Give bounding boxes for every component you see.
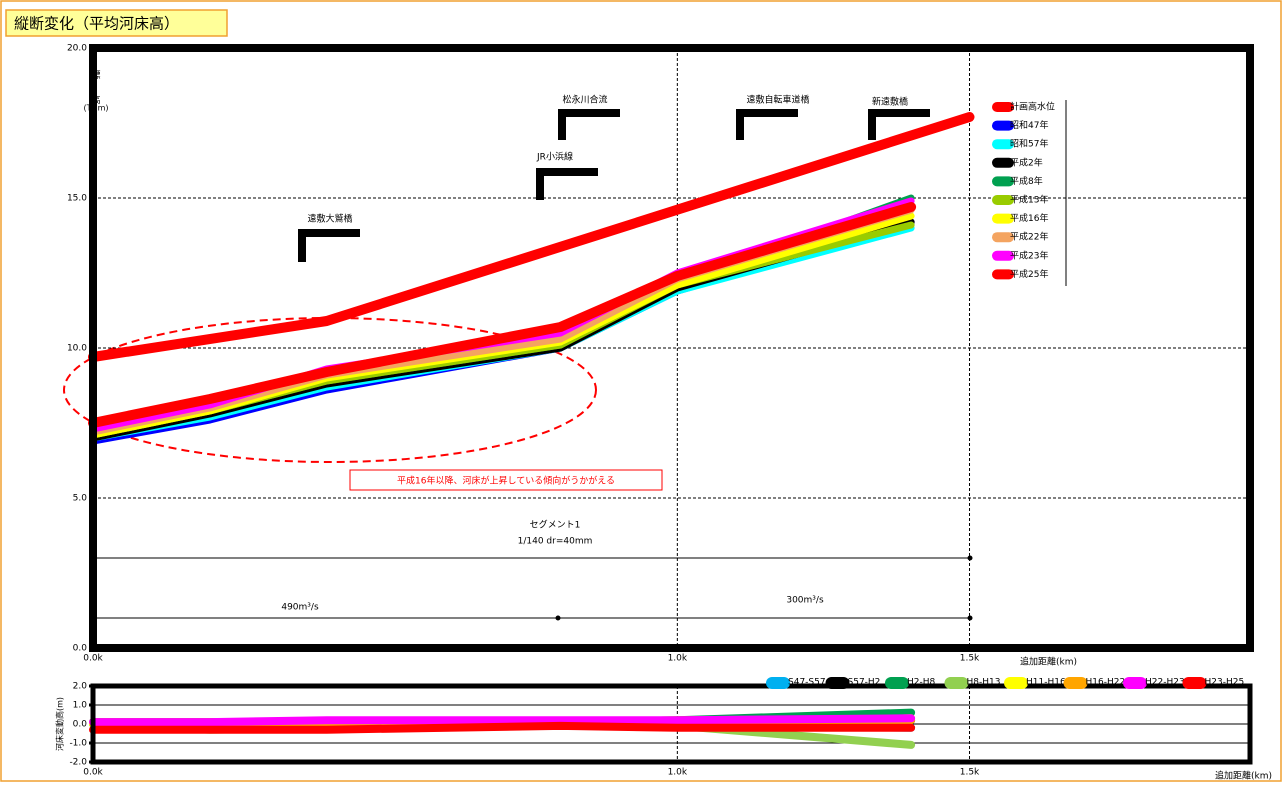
legend-label: 平成25年 bbox=[1010, 268, 1048, 280]
note-box bbox=[349, 469, 663, 491]
legend-marker bbox=[992, 232, 1014, 243]
annotation: セグメント1 bbox=[530, 519, 581, 531]
y-axis-label: 河床変動高(m) bbox=[55, 697, 65, 751]
bridge-mark bbox=[558, 109, 620, 140]
x-axis-label: 追加距離(km) bbox=[1020, 656, 1077, 668]
y-tick-label: 0.0 bbox=[73, 720, 88, 730]
y-tick-label: -2.0 bbox=[69, 758, 87, 768]
x-tick-label: 1.0k bbox=[668, 654, 688, 664]
y-tick-label: 5.0 bbox=[73, 494, 88, 504]
legend-label: 平成16年 bbox=[1010, 212, 1048, 224]
legend-label: H22-H23 bbox=[1145, 678, 1185, 688]
legend-marker bbox=[992, 269, 1014, 280]
bridge-mark bbox=[536, 168, 598, 200]
legend-label: 計画高水位 bbox=[1010, 101, 1055, 113]
legend-marker bbox=[992, 139, 1014, 150]
annotation: 遠敷自転車道橋 bbox=[746, 94, 809, 106]
legend-marker bbox=[1004, 677, 1028, 689]
segment-lines bbox=[90, 555, 973, 621]
annotation: 遠敷大鷲橋 bbox=[307, 213, 352, 225]
annotation: 新遠敷橋 bbox=[872, 96, 908, 108]
x-tick-label: 0.0k bbox=[83, 768, 103, 778]
series-line bbox=[88, 202, 917, 428]
bridge-mark bbox=[868, 109, 930, 140]
legend-marker bbox=[992, 213, 1014, 224]
x-tick-label: 1.5k bbox=[960, 768, 980, 778]
y-tick-label: 15.0 bbox=[67, 194, 87, 204]
bridge-mark bbox=[736, 109, 798, 140]
dot bbox=[555, 615, 561, 621]
annotation: 平成16年以降、河床が上昇している傾向がうかがえる bbox=[397, 475, 615, 487]
x-axis-label: 追加距離(km) bbox=[1215, 770, 1272, 782]
legend-marker bbox=[992, 157, 1014, 168]
legend-marker bbox=[1123, 677, 1147, 689]
title-box bbox=[5, 9, 228, 37]
y-axis-label: 標高 bbox=[90, 69, 101, 120]
legend-label: H16-H22 bbox=[1086, 678, 1126, 688]
legend-label: H11-H16 bbox=[1026, 678, 1066, 688]
x-tick-label: 1.0k bbox=[668, 768, 688, 778]
legend-label: H23-H25 bbox=[1205, 678, 1245, 688]
y-tick-label: -1.0 bbox=[69, 739, 87, 749]
legend-marker bbox=[1182, 677, 1207, 689]
y-tick-label: 2.0 bbox=[73, 682, 88, 692]
annotation: JR小浜線 bbox=[536, 151, 573, 163]
y-tick-label: 20.0 bbox=[67, 44, 87, 54]
legend-marker bbox=[992, 102, 1014, 112]
y-tick-label: 1.0 bbox=[73, 701, 88, 711]
legend-marker bbox=[992, 195, 1014, 205]
x-tick-label: 0.0k bbox=[83, 654, 103, 664]
legend-label: 平成23年 bbox=[1010, 249, 1048, 261]
legend-marker bbox=[885, 677, 909, 689]
annotation: 松永川合流 bbox=[562, 94, 607, 106]
bridge-mark bbox=[298, 229, 360, 262]
legend-marker bbox=[992, 176, 1014, 187]
series-line bbox=[88, 112, 975, 362]
legend-label: 平成13年 bbox=[1010, 194, 1048, 206]
annotation: 1/140 dr=40mm bbox=[518, 537, 593, 547]
annotation: 300m³/s bbox=[786, 596, 824, 606]
legend-marker bbox=[766, 677, 790, 689]
legend-marker bbox=[1063, 677, 1088, 689]
y-axis-unit: (TP.m) bbox=[83, 104, 108, 113]
legend-label: 昭和47年 bbox=[1010, 119, 1048, 131]
legend-label: S47-S57 bbox=[788, 678, 826, 688]
series-line bbox=[89, 721, 916, 734]
legend-label: 平成2年 bbox=[1010, 156, 1043, 168]
bridge-marks bbox=[298, 109, 930, 262]
legend-label: S57-H2 bbox=[848, 678, 881, 688]
title: 縦断変化（平均河床高） bbox=[14, 15, 179, 33]
plot-frame bbox=[90, 683, 1253, 765]
annotation: 490m³/s bbox=[281, 603, 319, 613]
legend-marker bbox=[992, 120, 1014, 131]
legend-marker bbox=[825, 677, 850, 689]
y-tick-label: 0.0 bbox=[73, 644, 88, 654]
legend-label: H2-H8 bbox=[907, 678, 936, 688]
x-tick-label: 1.5k bbox=[960, 654, 980, 664]
legend-label: 平成22年 bbox=[1010, 231, 1048, 243]
plot-frame bbox=[89, 44, 1254, 652]
y-tick-label: 10.0 bbox=[67, 344, 87, 354]
legend-marker bbox=[944, 677, 969, 689]
legend-label: 平成8年 bbox=[1010, 175, 1043, 187]
series-line bbox=[89, 714, 916, 727]
legend-label: H8-H13 bbox=[967, 678, 1001, 688]
legend-marker bbox=[992, 250, 1014, 261]
legend-label: 昭和57年 bbox=[1010, 138, 1048, 150]
